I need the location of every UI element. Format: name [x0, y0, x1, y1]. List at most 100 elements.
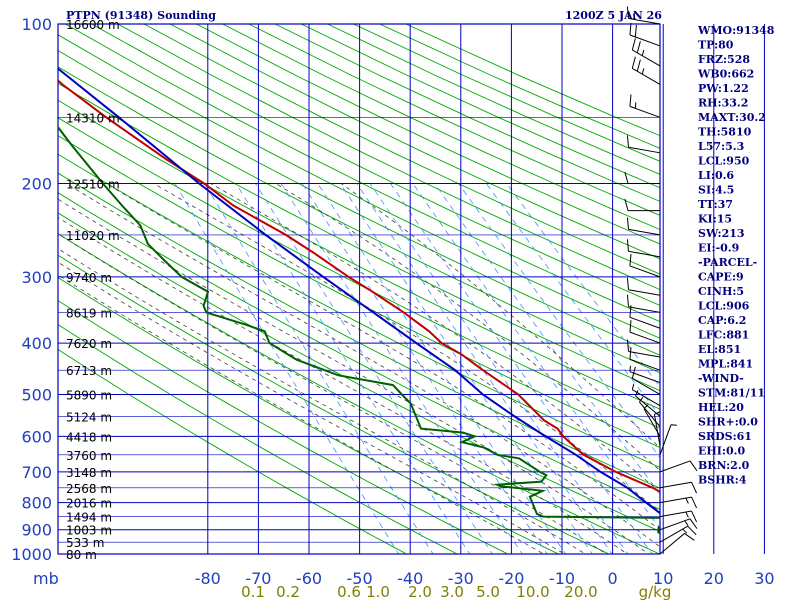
dry-adiabat-line: [58, 300, 509, 554]
index-text: PW:1.22: [698, 82, 749, 95]
mixing-ratio-axis: 0.1 0.2 0.6 1.0 2.0 3.0 5.0 10.0 20.0 g/kg: [241, 583, 671, 600]
index-text: MPL:841: [698, 358, 753, 371]
dry-adiabat-line: [143, 24, 660, 275]
dry-adiabat-line: [58, 82, 660, 392]
pressure-tick-label: 1000: [11, 545, 52, 564]
dry-adiabat-line: [58, 99, 660, 410]
height-label: 7620 m: [66, 337, 112, 351]
mixing-ratio-label: 0.1: [241, 583, 265, 600]
wind-barb-flag: [626, 339, 629, 352]
wind-barb-staff: [632, 378, 661, 395]
height-label: 2016 m: [66, 497, 112, 511]
chart-time: 1200Z 5 JAN 26: [565, 9, 662, 22]
wind-barb-flag: [629, 347, 632, 360]
mixing-ratio-line: [317, 183, 567, 554]
index-text: KI:15: [698, 213, 732, 226]
temperature-tick-label: -10: [549, 569, 575, 588]
index-text: LCL:906: [698, 300, 750, 313]
wind-barb-staff: [628, 350, 661, 358]
index-text: LCL:950: [698, 155, 750, 168]
index-text: EL:851: [698, 343, 741, 356]
dry-adiabat-line: [65, 24, 660, 323]
mixing-ratio-label: 0.6: [337, 583, 361, 600]
height-label: 9740 m: [66, 271, 112, 285]
index-text: SHR+:0.0: [698, 416, 758, 429]
pressure-axis: 100 200 300 400 500 600 700 800 900 1000 mb: [11, 15, 58, 588]
dry-adiabat-line: [58, 34, 660, 339]
wind-barb-flag: [624, 171, 629, 184]
temperature-tick-label: 0: [608, 569, 618, 588]
wind-barb-staff: [659, 460, 691, 473]
wind-barb-flag: [685, 511, 689, 518]
height-label: 5124 m: [66, 410, 112, 424]
height-label: 11020 m: [66, 229, 120, 243]
temperature-tick-label: 10: [653, 569, 673, 588]
pressure-tick-label: 300: [21, 268, 52, 287]
moist-adiabat-line: [275, 183, 660, 472]
dry-adiabat-line: [117, 24, 660, 291]
index-text: STM:81/11: [698, 387, 765, 400]
index-text: LFC:881: [698, 329, 749, 342]
dry-adiabat-line: [58, 172, 660, 489]
height-label: 1494 m: [66, 511, 112, 525]
height-label: 16600 m: [66, 18, 120, 32]
wind-barb-flag: [629, 94, 632, 107]
pressure-tick-label: 200: [21, 175, 52, 194]
wind-barb-flag: [689, 460, 698, 472]
wind-barb-flag: [643, 404, 649, 410]
index-text: RH:33.2: [698, 97, 748, 110]
wind-barb-flag: [631, 383, 635, 390]
temperature-tick-label: -40: [397, 569, 423, 588]
wind-barb-flag: [634, 102, 637, 109]
height-label: 3148 m: [66, 466, 112, 480]
wind-barb-flag: [631, 366, 636, 379]
dry-adiabat-line: [58, 153, 660, 468]
parcel-line: [58, 67, 660, 515]
dry-adiabat-line: [91, 24, 660, 306]
pressure-unit-label: mb: [33, 569, 59, 588]
mixing-ratio-line: [255, 183, 493, 554]
wind-barb-staff: [635, 395, 661, 417]
index-text: TT:37: [698, 198, 733, 211]
height-label: 5890 m: [66, 388, 112, 402]
temperature-tick-label: 20: [704, 569, 724, 588]
index-text: TH:5810: [698, 126, 752, 139]
wind-barb-flag: [629, 22, 632, 36]
mixing-ratio-label: 5.0: [476, 583, 500, 600]
wind-barb-flag: [689, 518, 698, 529]
wind-barb-flag: [631, 38, 636, 51]
index-text: BRN:2.0: [698, 459, 750, 472]
dry-adiabat-line: [58, 49, 660, 356]
mixing-ratio-line: [458, 183, 660, 459]
dry-adiabat-line: [58, 212, 660, 532]
moist-adiabat-line: [58, 198, 650, 554]
index-text: HEL:20: [698, 401, 744, 414]
dry-adiabat-line: [58, 348, 408, 554]
mixing-ratio-line: [369, 183, 629, 554]
wind-barb-flag: [624, 198, 629, 211]
temperature-tick-label: -50: [347, 569, 373, 588]
height-labels: 16600 m 14310 m 12510 m 11020 m 9740 m 8619 m…: [66, 18, 120, 562]
wind-barb-staff: [629, 371, 661, 384]
wind-barb-flag: [626, 135, 629, 148]
wind-barb-flag: [626, 217, 629, 230]
plot-frame: [57, 23, 661, 555]
temperature-line: [58, 79, 660, 494]
temperature-tick-label: -20: [498, 569, 524, 588]
index-text: CINH:5: [698, 285, 744, 298]
dry-adiabat-line: [58, 324, 459, 554]
wind-barb-flag: [629, 365, 631, 372]
wind-barb-staff: [628, 146, 661, 154]
index-text: SW:213: [698, 227, 745, 240]
moist-adiabat-line: [105, 183, 660, 531]
wind-barb-staff: [629, 316, 661, 329]
index-text: SRDS:61: [698, 430, 752, 443]
wind-barb-flag: [636, 41, 641, 53]
height-label: 1003 m: [66, 524, 112, 538]
index-text: SI:4.5: [698, 184, 734, 197]
wind-barb-staff: [628, 289, 661, 296]
temperature-tick-label: -70: [245, 569, 271, 588]
pressure-tick-label: 100: [21, 15, 52, 34]
wind-barb-flag: [634, 24, 637, 38]
